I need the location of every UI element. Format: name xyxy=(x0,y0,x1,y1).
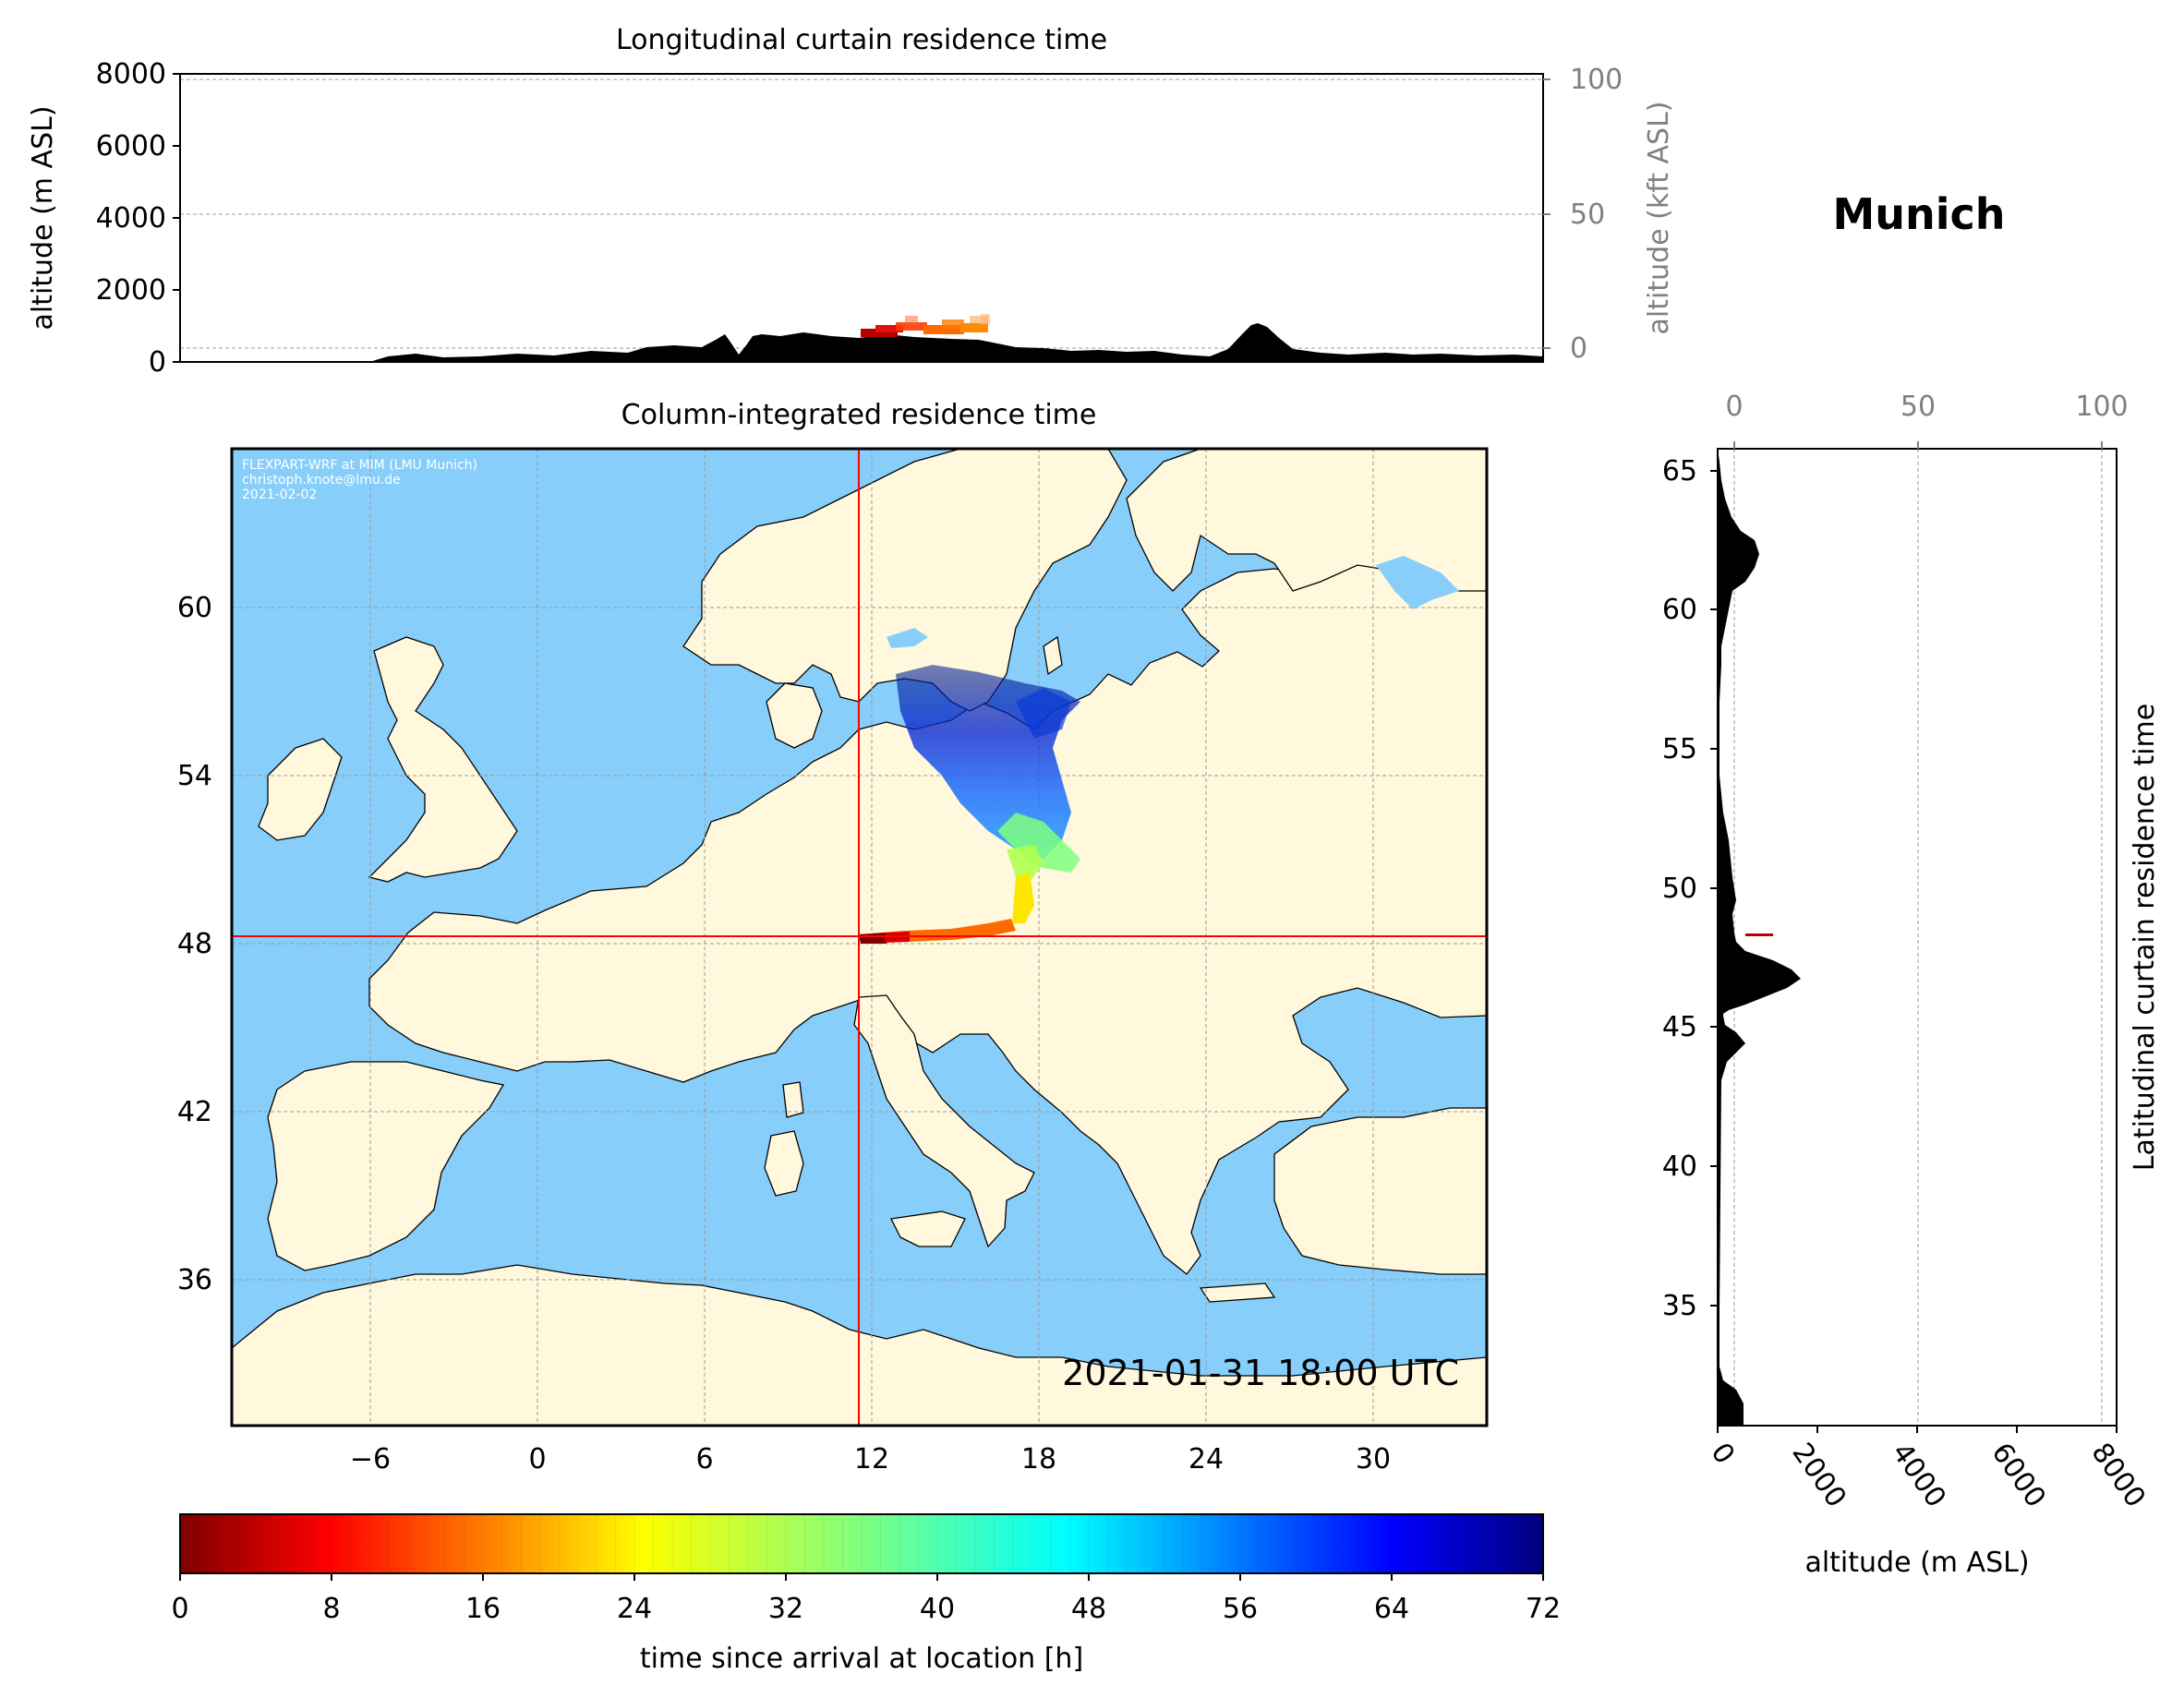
map-ytick-label: 42 xyxy=(177,1096,212,1128)
colorbar-tick-label: 48 xyxy=(1071,1593,1106,1625)
land-denmark xyxy=(766,682,823,749)
longitudinal-ytick-label: 4000 xyxy=(96,202,166,235)
land-corsica xyxy=(782,1081,804,1118)
land-scandinavia xyxy=(682,449,1128,712)
latitudinal-xtick-label: 8000 xyxy=(2084,1438,2151,1514)
location-title: Munich xyxy=(1832,189,2005,239)
credit-text: FLEXPART-WRF at MIM (LMU Munich) christo… xyxy=(242,458,477,502)
latitudinal-ytick-label: 45 xyxy=(1662,1011,1697,1043)
munich-crosshair xyxy=(232,449,1487,1426)
land-great-britain xyxy=(368,636,518,883)
longitudinal-ytick-label: 2000 xyxy=(96,274,166,307)
longitudinal-ytick-label: 0 xyxy=(149,346,166,379)
latitudinal-xtick-label: 0 xyxy=(1704,1438,1741,1471)
colorbar-label: time since arrival at location [h] xyxy=(640,1643,1083,1675)
colorbar-tick-label: 24 xyxy=(617,1593,652,1625)
colorbar-tick-label: 32 xyxy=(768,1593,803,1625)
colorbar-tick-label: 0 xyxy=(171,1593,188,1625)
latitudinal-curtain-panel: 65 60 55 50 45 40 35 0 50 100 xyxy=(1662,391,2161,1579)
land-gotland xyxy=(1043,635,1063,676)
latitudinal-ylabel: Latitudinal curtain residence time xyxy=(2129,704,2161,1171)
terrain-profile-longitudinal xyxy=(180,323,1543,362)
map-xtick-label: 18 xyxy=(1021,1443,1056,1475)
longitudinal-yticks-right xyxy=(1543,78,1551,349)
colorbar-gradient xyxy=(180,1514,1543,1573)
colorbar-tick-label: 8 xyxy=(322,1593,340,1625)
latitudinal-ytick-label: 55 xyxy=(1662,733,1697,765)
land-continental-europe xyxy=(368,560,1487,1275)
longitudinal-ytick-right-label: 0 xyxy=(1570,332,1587,365)
land-sardinia xyxy=(764,1130,804,1197)
colorbar-tick-label: 72 xyxy=(1526,1593,1561,1625)
colorbar-tick-label: 40 xyxy=(920,1593,955,1625)
map-frame xyxy=(230,447,1489,1427)
map-xtick-label: 24 xyxy=(1189,1443,1224,1475)
colorbar-tick-label: 64 xyxy=(1374,1593,1409,1625)
latitudinal-xlabel: altitude (m ASL) xyxy=(1804,1547,2029,1579)
credit-line: christoph.knote@lmu.de xyxy=(242,473,401,488)
latitudinal-ytick-label: 60 xyxy=(1662,594,1697,626)
map-ytick-label: 48 xyxy=(177,928,212,960)
lakes xyxy=(887,556,1459,648)
land-iberia xyxy=(267,1061,505,1271)
colorbar-segment-lines xyxy=(199,1514,1525,1573)
land-sicily xyxy=(890,1210,966,1247)
longitudinal-yticks xyxy=(173,73,180,363)
latitudinal-xtick-label: 2000 xyxy=(1785,1438,1852,1514)
latitudinal-xtick-label: 4000 xyxy=(1885,1438,1951,1514)
longitudinal-ytick-right-label: 100 xyxy=(1570,64,1623,96)
colorbar-frame xyxy=(179,1513,1544,1574)
latitudinal-xtick-top-label: 50 xyxy=(1900,391,1936,423)
longitudinal-ytick-right-label: 50 xyxy=(1570,199,1605,231)
latitudinal-xtick-label: 6000 xyxy=(1985,1438,2051,1514)
colorbar: 0 8 16 24 32 40 48 56 64 72 time since a… xyxy=(171,1513,1561,1675)
latitudinal-axes-frame xyxy=(1717,448,2118,1427)
longitudinal-plot-area xyxy=(180,74,1543,362)
column-integrated-map-panel: Column-integrated residence time xyxy=(177,399,1489,1475)
credit-line: FLEXPART-WRF at MIM (LMU Munich) xyxy=(242,458,477,473)
map-xtick-label: 0 xyxy=(528,1443,546,1475)
colorbar-tick-label: 56 xyxy=(1223,1593,1258,1625)
latitudinal-ytick-label: 50 xyxy=(1662,873,1697,905)
latitudinal-ytick-label: 65 xyxy=(1662,455,1697,488)
longitudinal-ytick-label: 8000 xyxy=(96,58,166,90)
map-xtick-label: 30 xyxy=(1356,1443,1391,1475)
longitudinal-panel-title: Longitudinal curtain residence time xyxy=(616,24,1107,56)
land-ireland xyxy=(258,738,343,841)
map-timestamp: 2021-01-31 18:00 UTC xyxy=(1062,1353,1459,1393)
land-crete xyxy=(1199,1283,1276,1303)
map-ytick-label: 54 xyxy=(177,760,212,792)
land-anatolia xyxy=(1273,1107,1487,1275)
map-xtick-label: −6 xyxy=(350,1443,391,1475)
map-xtick-label: 6 xyxy=(695,1443,713,1475)
map-ytick-label: 36 xyxy=(177,1264,212,1296)
map-ytick-label: 60 xyxy=(177,592,212,624)
longitudinal-ylabel: altitude (m ASL) xyxy=(27,105,59,330)
colorbar-tick-label: 16 xyxy=(465,1593,501,1625)
latitudinal-xtick-top-label: 0 xyxy=(1725,391,1743,423)
land-masses xyxy=(232,449,1487,1426)
latitudinal-gridlines xyxy=(1733,449,2103,1426)
latitudinal-xtick-top-label: 100 xyxy=(2075,391,2128,423)
longitudinal-trajectory-track xyxy=(861,314,990,337)
credit-line: 2021-02-02 xyxy=(242,488,317,502)
land-finland xyxy=(1126,449,1487,592)
latitudinal-ytick-label: 40 xyxy=(1662,1150,1697,1183)
map-panel-title: Column-integrated residence time xyxy=(621,399,1097,431)
longitudinal-curtain-panel: Longitudinal curtain residence time xyxy=(27,24,1675,379)
longitudinal-ylabel-right: altitude (kft ASL) xyxy=(1643,101,1675,334)
longitudinal-ytick-label: 6000 xyxy=(96,130,166,163)
land-italy xyxy=(853,994,1035,1248)
latitudinal-trajectory-track xyxy=(1745,933,1773,936)
terrain-profile-latitudinal xyxy=(1718,449,1801,1426)
latitudinal-ytick-label: 35 xyxy=(1662,1290,1697,1322)
map-xtick-label: 12 xyxy=(854,1443,889,1475)
